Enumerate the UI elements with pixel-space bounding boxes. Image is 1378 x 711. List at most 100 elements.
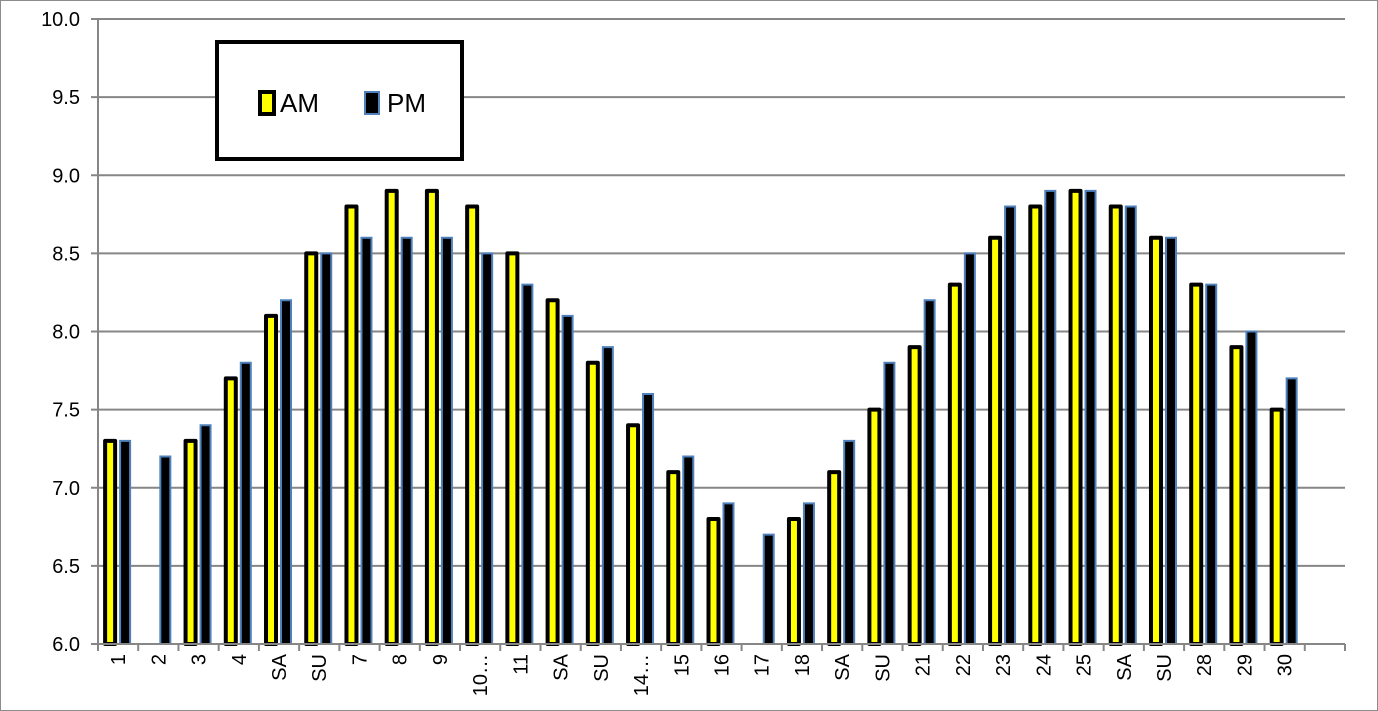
bars [103, 188, 1298, 646]
legend-label-pm: PM [387, 88, 426, 118]
bar-am [304, 251, 319, 646]
x-tick-label: SU [591, 654, 613, 682]
y-tick-label: 8.0 [52, 322, 80, 344]
legend-swatch-pm [364, 91, 380, 115]
x-tick-label: 17 [752, 654, 774, 676]
bar-am [103, 438, 118, 646]
x-axis: 1 2 3 4 SA SU 7 8 9 10… 11 SA SU 14… 15 16 17 18 SA SU 21 22 2… [97, 643, 1346, 696]
bar-am [1229, 345, 1244, 646]
bar-pm [561, 314, 574, 645]
x-tick-label: 7 [349, 654, 371, 665]
x-tick-label: SU [1154, 654, 1176, 682]
bar-pm [1124, 205, 1137, 645]
x-tick-label: 18 [792, 654, 814, 676]
x-tick-label: SA [1114, 653, 1136, 680]
bar-pm [762, 533, 775, 645]
y-axis: 6.0 6.5 7.0 7.5 8.0 8.5 9.0 9.5 10.0 [41, 9, 99, 656]
bar-pm [400, 236, 413, 645]
x-tick-label: 3 [189, 654, 211, 665]
bar-pm [1164, 236, 1177, 645]
x-tick-label: SU [872, 654, 894, 682]
bar-pm [1004, 205, 1017, 645]
bar-pm [601, 346, 614, 645]
x-tick-label: 29 [1234, 654, 1256, 676]
x-tick-label: SU [309, 654, 331, 682]
bar-pm [883, 361, 896, 645]
bar-am [988, 235, 1003, 646]
x-tick-label: 16 [712, 654, 734, 676]
bar-am [706, 517, 721, 646]
bar-pm [1245, 330, 1258, 645]
bar-am [1108, 204, 1123, 646]
bar-am [545, 298, 560, 646]
y-tick-label: 9.5 [52, 87, 80, 109]
bar-pm [199, 424, 212, 645]
bar-pm [802, 502, 815, 645]
bar-am [344, 204, 359, 646]
bar-pm [481, 252, 494, 645]
bar-am [384, 188, 399, 646]
bar-pm [320, 252, 333, 645]
bar-pm [843, 439, 856, 645]
bar-am [1068, 188, 1083, 646]
x-tick-label: SA [832, 653, 854, 680]
bar-am [1269, 407, 1284, 646]
bar-am [867, 407, 882, 646]
x-tick-label: 28 [1194, 654, 1216, 676]
y-tick-label: 6.5 [52, 556, 80, 578]
bar-am [1028, 204, 1043, 646]
y-tick-label: 6.0 [52, 634, 80, 656]
x-tick-label: 9 [430, 654, 452, 665]
bar-am [666, 470, 681, 646]
x-tick-label: 23 [993, 654, 1015, 676]
x-tick-label: 2 [148, 654, 170, 665]
bar-pm [119, 439, 132, 645]
bar-am [1189, 282, 1204, 646]
legend-swatch-am [258, 90, 276, 116]
bar-pm [1044, 189, 1057, 645]
bar-pm [642, 393, 655, 645]
bar-pm [159, 455, 172, 645]
x-tick-label: 14… [631, 654, 653, 696]
y-tick-label: 10.0 [41, 9, 80, 31]
x-tick-label: 4 [229, 654, 251, 665]
bar-pm [1285, 377, 1298, 645]
bar-pm [923, 299, 936, 645]
bar-pm [1205, 283, 1218, 645]
y-tick-label: 9.0 [52, 165, 80, 187]
bar-pm [360, 236, 373, 645]
x-tick-label: 24 [1033, 654, 1055, 676]
x-tick-label: 25 [1074, 654, 1096, 676]
bar-pm [682, 455, 695, 645]
bar-am [827, 470, 842, 646]
x-tick-label: SA [551, 653, 573, 680]
bar-am [786, 517, 801, 646]
bar-am [264, 313, 279, 646]
x-tick-label: 10… [470, 654, 492, 696]
bar-pm [521, 283, 534, 645]
y-tick-label: 8.5 [52, 243, 80, 265]
x-tick-label: 11 [510, 654, 532, 675]
legend: AM PM [215, 40, 464, 161]
x-tick-label: 1 [108, 654, 130, 665]
bar-am [1148, 235, 1163, 646]
bar-am [626, 423, 641, 646]
bar-pm [239, 361, 252, 645]
x-tick-label: 15 [671, 654, 693, 676]
legend-box [215, 40, 464, 161]
y-tick-label: 7.0 [52, 478, 80, 500]
bar-am [947, 282, 962, 646]
x-tick-label: 22 [953, 654, 975, 676]
bar-pm [963, 252, 976, 645]
bar-am [505, 251, 520, 646]
y-tick-label: 7.5 [52, 400, 80, 422]
bar-pm [280, 299, 293, 645]
bar-am [223, 376, 238, 646]
legend-label-am: AM [280, 88, 319, 118]
bar-am [585, 360, 600, 646]
bar-am [465, 204, 480, 646]
x-tick-label: 30 [1275, 654, 1297, 676]
bar-pm [440, 236, 453, 645]
x-tick-label: SA [269, 653, 291, 680]
